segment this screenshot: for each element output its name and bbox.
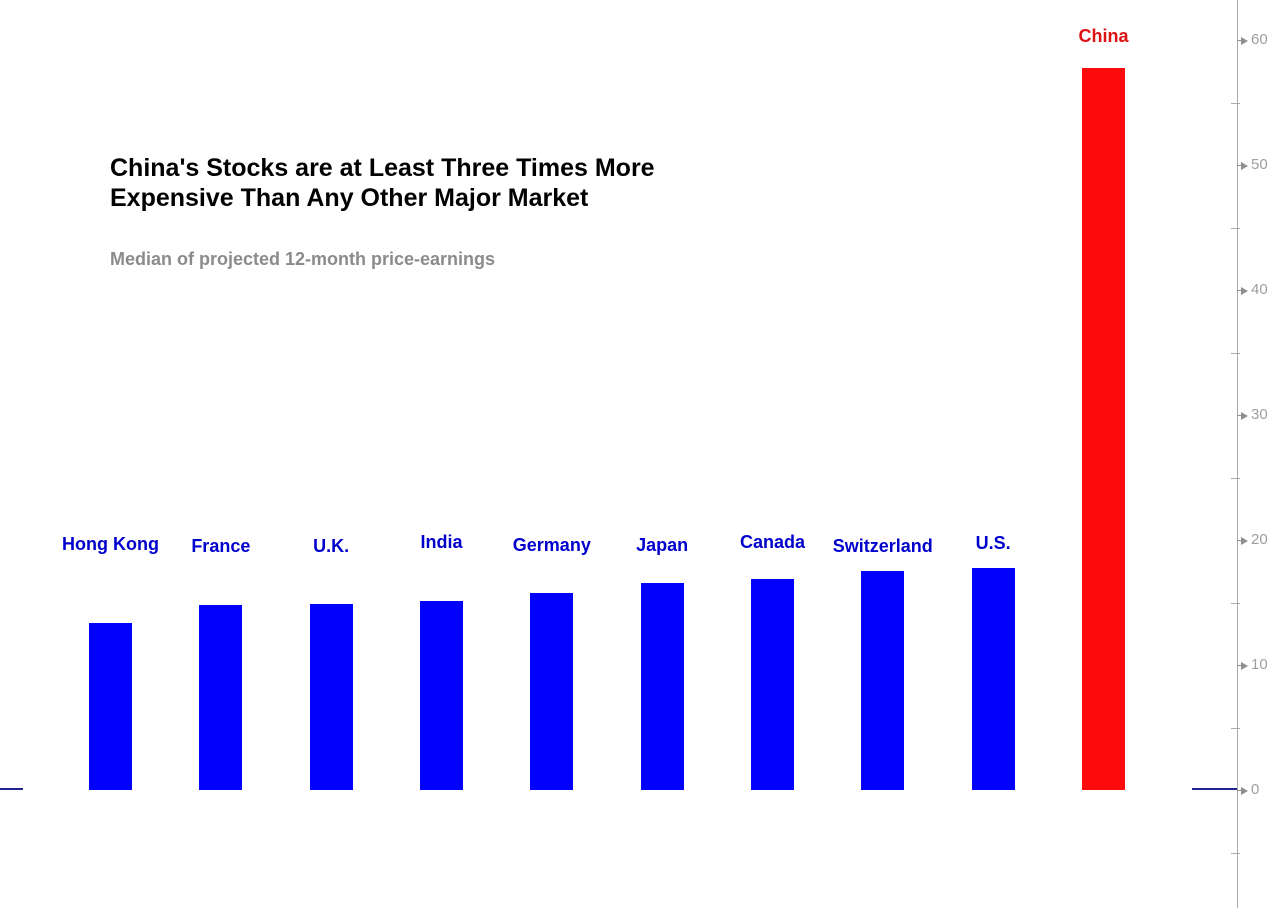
y-axis-tick-label: 10 (1251, 656, 1268, 673)
y-axis-major-tick (1237, 165, 1243, 166)
y-axis-tick-label: 50 (1251, 156, 1268, 173)
y-axis-major-tick (1237, 790, 1243, 791)
bar-france (199, 605, 243, 790)
bar-canada (750, 578, 794, 790)
baseline-right-segment (1192, 788, 1237, 790)
bar-label-u-k: U.K. (313, 536, 350, 556)
chart-title-line1: China's Stocks are at Least Three Times … (110, 154, 655, 182)
y-axis-minor-tick (1231, 852, 1240, 854)
chart-title-line2: Expensive Than Any Other Major Market (110, 184, 589, 212)
y-axis-major-tick (1237, 40, 1243, 41)
bar-switzerland (861, 571, 905, 790)
y-axis-tick-arrow-icon (1241, 161, 1248, 170)
y-axis-tick-arrow-icon (1241, 286, 1248, 295)
bar-label-canada: Canada (739, 532, 805, 552)
bar-u-s (971, 567, 1015, 790)
chart-title: China's Stocks are at Least Three Times … (110, 153, 655, 213)
bar-germany (530, 592, 574, 790)
y-axis-major-tick (1237, 290, 1243, 291)
chart-subtitle: Median of projected 12-month price-earni… (110, 249, 496, 269)
y-axis-tick-arrow-icon (1241, 786, 1248, 795)
y-axis-minor-tick (1231, 602, 1240, 604)
bar-label-japan: Japan (636, 535, 689, 555)
y-axis-tick-label: 20 (1251, 531, 1268, 548)
bar-hong-kong (89, 622, 132, 790)
bar-label-india: India (420, 532, 463, 552)
y-axis-minor-tick (1231, 477, 1240, 479)
y-axis-major-tick (1237, 665, 1243, 666)
y-axis-major-tick (1237, 540, 1243, 541)
bar-label-hong-kong: Hong Kong (62, 534, 159, 554)
y-axis-tick-arrow-icon (1241, 536, 1248, 545)
bar-label-u-s: U.S. (975, 533, 1011, 553)
bar-label-germany: Germany (512, 535, 591, 555)
bar-u-k (309, 603, 353, 790)
y-axis-tick-arrow-icon (1241, 411, 1248, 420)
bar-label-china: China (1078, 26, 1129, 46)
bar-label-france: France (191, 536, 251, 556)
y-axis-minor-tick (1231, 727, 1240, 729)
y-axis-tick-label: 30 (1251, 406, 1268, 423)
y-axis-minor-tick (1231, 352, 1240, 354)
y-axis-minor-tick (1231, 227, 1240, 229)
y-axis-minor-tick (1231, 102, 1240, 104)
bar-india (419, 601, 463, 790)
y-axis-tick-label: 40 (1251, 281, 1268, 298)
y-axis-tick-label: 0 (1251, 781, 1260, 798)
baseline-left-segment (0, 788, 23, 790)
bar-china (1081, 67, 1125, 790)
y-axis-tick-arrow-icon (1241, 661, 1248, 670)
bar-label-switzerland: Switzerland (832, 536, 933, 556)
y-axis-major-tick (1237, 415, 1243, 416)
bar-japan (640, 582, 684, 790)
y-axis-line (1237, 0, 1238, 908)
y-axis-tick-label: 60 (1251, 31, 1268, 48)
y-axis-tick-arrow-icon (1241, 36, 1248, 45)
